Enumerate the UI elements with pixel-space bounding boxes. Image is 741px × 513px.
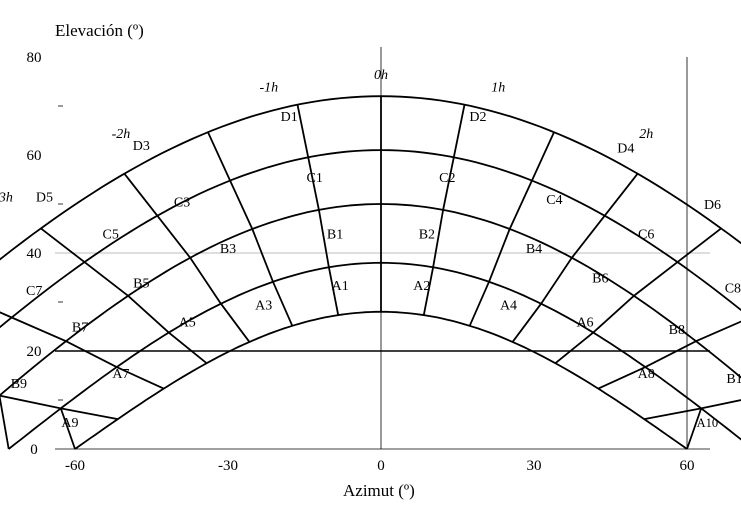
region-label: C4 (546, 193, 562, 208)
region-label: A2 (413, 279, 430, 294)
hour-line-12 (597, 320, 741, 390)
region-label: D5 (36, 191, 53, 206)
region-label: A5 (179, 316, 196, 331)
region-label: C7 (26, 284, 42, 299)
region-label: A6 (576, 316, 593, 331)
hour-label: 0h (374, 68, 388, 83)
y-tick-label: 0 (30, 442, 38, 458)
region-label: D1 (281, 110, 298, 125)
region-label: D6 (704, 198, 721, 213)
elevation-curve-b (8, 261, 741, 450)
y-tick-label: 40 (27, 246, 42, 262)
x-tick-label: -30 (218, 458, 238, 474)
hour-line-8 (422, 104, 466, 316)
region-label: A9 (61, 416, 78, 431)
hour-line-6 (296, 104, 340, 316)
gridlines (55, 47, 710, 450)
region-label: B1 (327, 227, 343, 242)
cross-line (0, 395, 10, 450)
x-axis-title: Azimut (º) (343, 481, 415, 500)
region-label: A4 (500, 298, 517, 313)
region-label: A3 (255, 298, 272, 313)
region-label: B5 (133, 276, 149, 291)
region-label: B10 (726, 372, 741, 387)
x-tick-label: 60 (680, 458, 695, 474)
region-label: C2 (439, 171, 455, 186)
region-label: D4 (617, 142, 634, 157)
hour-labels: 0h1h2h3h4h5h6h7h-1h-2h-3h-4h-5h-6h-7h (0, 68, 653, 206)
hour-line-13 (644, 399, 741, 420)
region-label: B4 (526, 242, 542, 257)
hour-label: -1h (259, 80, 278, 95)
y-tick-label: 20 (27, 344, 42, 360)
y-tick-label: 60 (27, 148, 42, 164)
x-tick-label: 0 (377, 458, 385, 474)
region-label: A10 (697, 416, 719, 430)
region-label: A8 (638, 367, 655, 382)
region-label: D2 (469, 110, 486, 125)
region-label: B2 (419, 227, 435, 242)
hour-label: 1h (491, 80, 505, 95)
region-label: A7 (112, 367, 129, 382)
hour-line-2 (0, 311, 165, 390)
region-labels: A1 A2 A3 A4 A5 A6 A7 A8 A9 A10 B1 B2 B3 B4 B5 B6 B7 B8 B9 B… (11, 110, 741, 431)
hour-label: -2h (112, 127, 131, 142)
region-label: B7 (72, 321, 88, 336)
region-label: D3 (133, 139, 150, 154)
hour-line-10 (511, 173, 639, 343)
hour-line-3 (40, 227, 208, 364)
hour-line-11 (554, 227, 722, 364)
hour-label: -3h (0, 191, 13, 206)
hour-line-5 (207, 131, 294, 327)
hour-line-4 (123, 173, 251, 343)
y-tick-label: 80 (27, 50, 42, 66)
region-label: C6 (638, 227, 654, 242)
y-axis-title: Elevación (º) (55, 21, 144, 40)
region-label: A1 (332, 279, 349, 294)
region-label: B8 (669, 323, 685, 338)
cross-line (686, 408, 703, 450)
region-label: B6 (592, 272, 608, 287)
hour-line-1 (0, 394, 118, 420)
hour-line-9 (468, 131, 555, 327)
hour-lines (0, 96, 741, 450)
region-label: C8 (725, 281, 741, 296)
cross-line (59, 408, 76, 450)
region-label: C1 (307, 171, 323, 186)
hour-label: 2h (639, 127, 653, 142)
x-tick-label: 30 (527, 458, 542, 474)
region-label: C5 (103, 227, 119, 242)
region-label: B3 (220, 242, 236, 257)
region-label: C3 (174, 196, 190, 211)
x-tick-label: -60 (65, 458, 85, 474)
region-label: B9 (11, 377, 27, 392)
